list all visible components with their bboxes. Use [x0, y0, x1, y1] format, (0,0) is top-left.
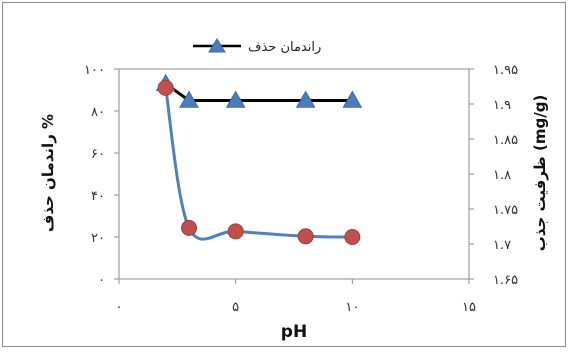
left-axis-tick-label: ۱۰۰	[84, 63, 105, 78]
right-axis-tick-label: ۱.۶۵	[493, 273, 518, 288]
x-axis-tick-label: ۱۰	[345, 300, 359, 315]
legend-marker-removal-efficiency	[208, 38, 226, 53]
x-axis-title: pH	[281, 322, 307, 342]
right-axis-ticks: ۱.۶۵ ۱.۷ ۱.۷۵ ۱.۸ ۱.۸۵ ۱.۹ ۱.۹۵	[469, 63, 518, 288]
data-point-adsorption-capacity	[227, 223, 244, 240]
right-axis-tick-label: ۱.۸۵	[493, 133, 518, 148]
x-axis-tick-label: ۰	[116, 300, 123, 315]
x-axis-tick-label: ۵	[232, 300, 239, 315]
right-axis-tick-label: ۱.۷	[493, 238, 511, 253]
data-point-removal-efficiency	[225, 90, 246, 108]
data-point-adsorption-capacity	[297, 228, 314, 245]
left-axis-tick-label: ۰	[98, 273, 105, 288]
right-axis-tick-label: ۱.۹۵	[493, 63, 518, 78]
data-point-removal-efficiency	[179, 90, 199, 108]
data-point-adsorption-capacity	[181, 219, 197, 236]
legend-label-removal-efficiency: راندمان حذف	[248, 40, 321, 55]
data-point-adsorption-capacity	[157, 79, 174, 96]
left-axis-tick-label: ۲۰	[91, 231, 105, 246]
right-axis-title: ظرفیت جذب (mg/g)	[531, 95, 549, 252]
series-layer	[155, 73, 363, 245]
left-axis-tick-label: ۸۰	[91, 105, 105, 120]
right-axis-tick-label: ۱.۹	[493, 98, 511, 113]
data-point-adsorption-capacity	[344, 229, 361, 245]
legend: راندمان حذف	[193, 38, 321, 55]
x-axis-ticks: ۰ ۵ ۱۰ ۱۵	[116, 279, 476, 315]
chart-frame: راندمان حذف ۰ ۲۰ ۴۰ ۶۰ ۸۰ ۱۰۰ ۱.۶۵ ۱.۷ ۱.۷۵ ۱.۸ ۱…	[2, 2, 566, 347]
left-axis-tick-label: ۴۰	[91, 189, 105, 204]
left-axis-title: راندمان حذف %	[39, 114, 57, 232]
x-axis-tick-label: ۱۵	[462, 300, 476, 315]
left-axis-ticks: ۰ ۲۰ ۴۰ ۶۰ ۸۰ ۱۰۰	[84, 63, 119, 288]
left-axis-tick-label: ۶۰	[91, 147, 105, 162]
data-point-removal-efficiency	[342, 90, 363, 108]
data-point-removal-efficiency	[295, 90, 316, 108]
right-axis-tick-label: ۱.۷۵	[493, 203, 518, 218]
right-axis-tick-label: ۱.۸	[493, 168, 511, 183]
